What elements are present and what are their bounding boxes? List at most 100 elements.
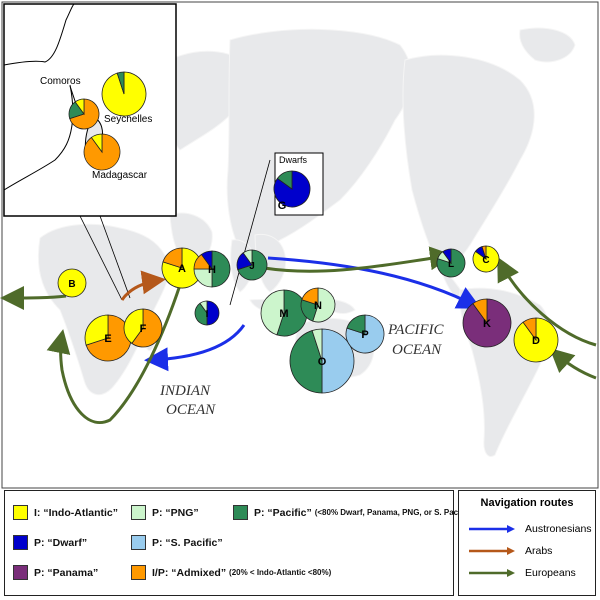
route-europeans-africa-west [46,284,182,424]
comoros-label: Comoros [40,76,81,87]
legend-panama: P: “Panama” [13,565,98,580]
pie-label-l: L [448,259,454,270]
arrow-icon [469,569,515,577]
pie-label-o: O [318,356,327,368]
pie-label-f: F [140,323,147,335]
comoros-pointer [69,85,77,105]
pie-b: B [57,268,87,298]
legend-png-label: P: “PNG” [152,506,199,519]
pie-label-k: K [483,318,491,330]
pie-g: G [273,170,311,212]
pie-slice-pacific [289,330,323,394]
pie-j: J [236,249,268,281]
dwarfs-label: Dwarfs [279,155,308,165]
pacific-ocean-label-2: OCEAN [392,342,442,358]
legend-s-pacific: P: “S. Pacific” [131,535,223,550]
pie-label-j: J [249,261,255,272]
inset-connector-2 [99,215,131,299]
pie-slice-pacific [116,71,125,95]
pie-slice-indo-atlantic [84,314,109,346]
pie-slice-admixed [162,247,183,269]
pie-slice-png [311,328,323,362]
pie-label-p: P [361,329,368,341]
pie-slice-indo-atlantic [57,268,87,298]
inset-connector-1 [79,215,123,301]
pie-label-a: A [178,263,186,275]
inset-map: Comoros Seychelles Madagascar [3,3,177,217]
indian-ocean-label-1: INDIAN [159,383,211,399]
pie-madagascar [83,133,121,171]
arrow-icon [469,525,515,533]
pie-slice-indo-atlantic [90,133,103,154]
pie-slice-png [242,249,253,267]
route-arabs [120,270,166,301]
pie-label-g: G [278,200,287,212]
navigation-title: Navigation routes [480,497,574,509]
dwarfs-connector [229,159,271,306]
route-europeans-label: Europeans [525,567,576,579]
pie-slice-admixed [301,287,319,306]
legend-pacific-label: P: “Pacific” [254,506,312,519]
pie-label-c: C [482,255,489,266]
pie-o: O [289,328,355,394]
legend-panama-label: P: “Panama” [34,566,99,579]
legend-pacific-note: (<80% Dwarf, Panama, PNG, or S. Pacific) [314,508,473,517]
legend-dwarf-label: P: “Dwarf” [34,536,88,549]
route-europeans-atlantic-south [549,347,597,380]
pie-slice-admixed [85,314,132,362]
world-map: Comoros Seychelles Madagascar Dwarfs IND… [0,1,599,489]
pie-label-i: I [206,309,209,320]
pie-e: E [84,314,132,362]
pie-slice-indo-atlantic [123,308,144,344]
admixed-swatch [131,565,146,580]
panama-swatch [13,565,28,580]
legend-dwarf: P: “Dwarf” [13,535,87,550]
legend-route-austronesians: Austronesians [469,523,592,535]
pie-label-h: H [208,264,216,276]
dwarf-swatch [13,535,28,550]
pie-slice-s-pacific [321,328,355,394]
legend-admixed: I/P: “Admixed” (20% < Indo-Atlantic <80%… [131,565,331,580]
seychelles-label: Seychelles [104,114,152,125]
pie-l: L [436,248,466,278]
pie-slice-admixed [481,245,487,260]
legend-png: P: “PNG” [131,505,199,520]
route-arabs-label: Arabs [525,545,553,557]
png-swatch [131,505,146,520]
pie-slice-png [260,289,285,336]
indian-ocean-label-2: OCEAN [166,402,216,418]
legend-s-pacific-label: P: “S. Pacific” [152,536,223,549]
route-austronesians-west [144,324,246,372]
pie-slice-dwarf [442,248,452,265]
pie-slice-admixed [131,308,163,348]
pie-label-n: N [314,300,322,312]
legend-route-europeans: Europeans [469,567,576,579]
s-pacific-swatch [131,535,146,550]
pie-slice-pacific [276,170,293,190]
pacific-swatch [233,505,248,520]
pie-slice-admixed [472,298,488,325]
pie-comoros [68,98,100,130]
africa [37,223,170,396]
pacific-ocean-label-1: PACIFIC [387,322,445,338]
routes [0,246,597,424]
legend-admixed-note: (20% < Indo-Atlantic <80%) [229,568,332,577]
route-europeans-to-west [0,285,67,310]
pie-slice-dwarf [206,300,220,326]
pie-label-b: B [68,279,75,290]
route-europeans-atlantic [497,256,597,347]
pie-m: M [260,289,308,337]
pie-p: P [345,314,385,354]
pie-slice-indo-atlantic [74,98,85,116]
pie-k: K [462,298,512,348]
legend-indo-atlantic: I: “Indo-Atlantic” [13,505,118,520]
pie-label-d: D [532,335,540,347]
pie-c: C [472,245,500,273]
route-austronesians-east [267,256,482,309]
legend-route-arabs: Arabs [469,545,552,557]
legend-pacific: P: “Pacific” (<80% Dwarf, Panama, PNG, o… [233,505,472,520]
navigation-legend: Navigation routes Austronesians Arabs Eu… [458,490,596,596]
pie-seychelles [101,71,147,117]
pie-slice-png [199,300,208,315]
arrow-icon [469,547,515,555]
